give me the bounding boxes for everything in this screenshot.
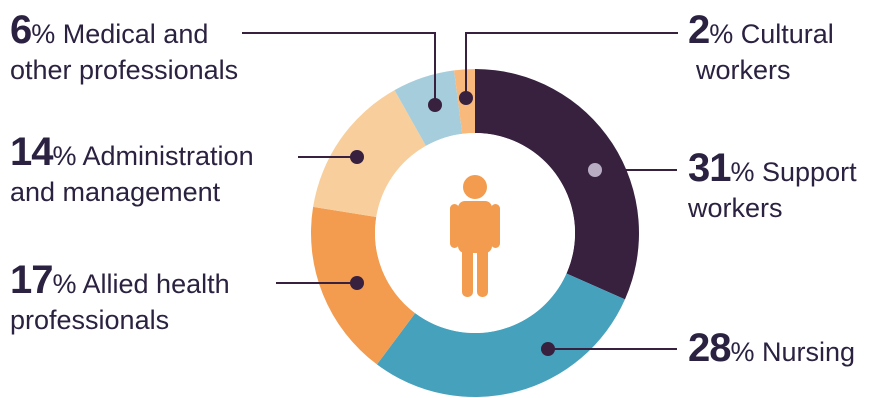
donut-ring (311, 69, 640, 397)
donut-slice-nursing (376, 273, 625, 397)
text-medical-2: other professionals (10, 55, 239, 85)
text-admin-2: and management (10, 177, 221, 207)
donut-slice-support-workers (475, 69, 640, 300)
label-nursing: 28% Nursing (688, 328, 856, 370)
label-support: 31% Support workers (688, 148, 857, 226)
leader-lines (242, 32, 678, 350)
leader-line-cultural (465, 32, 678, 98)
label-admin: 14% Administration and management (10, 132, 254, 210)
label-medical: 6% Medical and other professionals (10, 10, 239, 88)
leader-dot-support (588, 163, 602, 177)
text-cultural-2: workers (696, 55, 791, 85)
label-cultural: 2% Cultural workers (688, 10, 834, 88)
leader-dot-nursing (541, 342, 555, 356)
text-nursing-1: % Nursing (730, 337, 856, 367)
value-admin: 14 (10, 130, 53, 174)
value-nursing: 28 (688, 326, 731, 370)
donut-slice-administration-and-management (313, 90, 426, 218)
text-medical-1: % Medical and (31, 19, 209, 49)
text-support-1: % Support (730, 157, 857, 187)
leader-dots (350, 91, 602, 356)
label-allied: 17% Allied health professionals (10, 260, 230, 338)
value-medical: 6 (10, 8, 32, 52)
text-cultural-1: % Cultural (709, 19, 834, 49)
text-allied-1: % Allied health (52, 269, 230, 299)
value-allied: 17 (10, 258, 53, 302)
value-cultural: 2 (688, 8, 710, 52)
value-support: 31 (688, 146, 731, 190)
text-allied-2: professionals (10, 305, 170, 335)
donut-slice-medical-and-other-professionals (394, 70, 463, 146)
text-support-2: workers (688, 193, 783, 223)
text-admin-1: % Administration (52, 141, 254, 171)
leader-dot-medical (428, 98, 442, 112)
leader-line-medical (242, 32, 436, 105)
person-icon (450, 175, 500, 297)
leader-dot-allied (350, 276, 364, 290)
leader-dot-admin (350, 150, 364, 164)
leader-dot-cultural (459, 91, 473, 105)
